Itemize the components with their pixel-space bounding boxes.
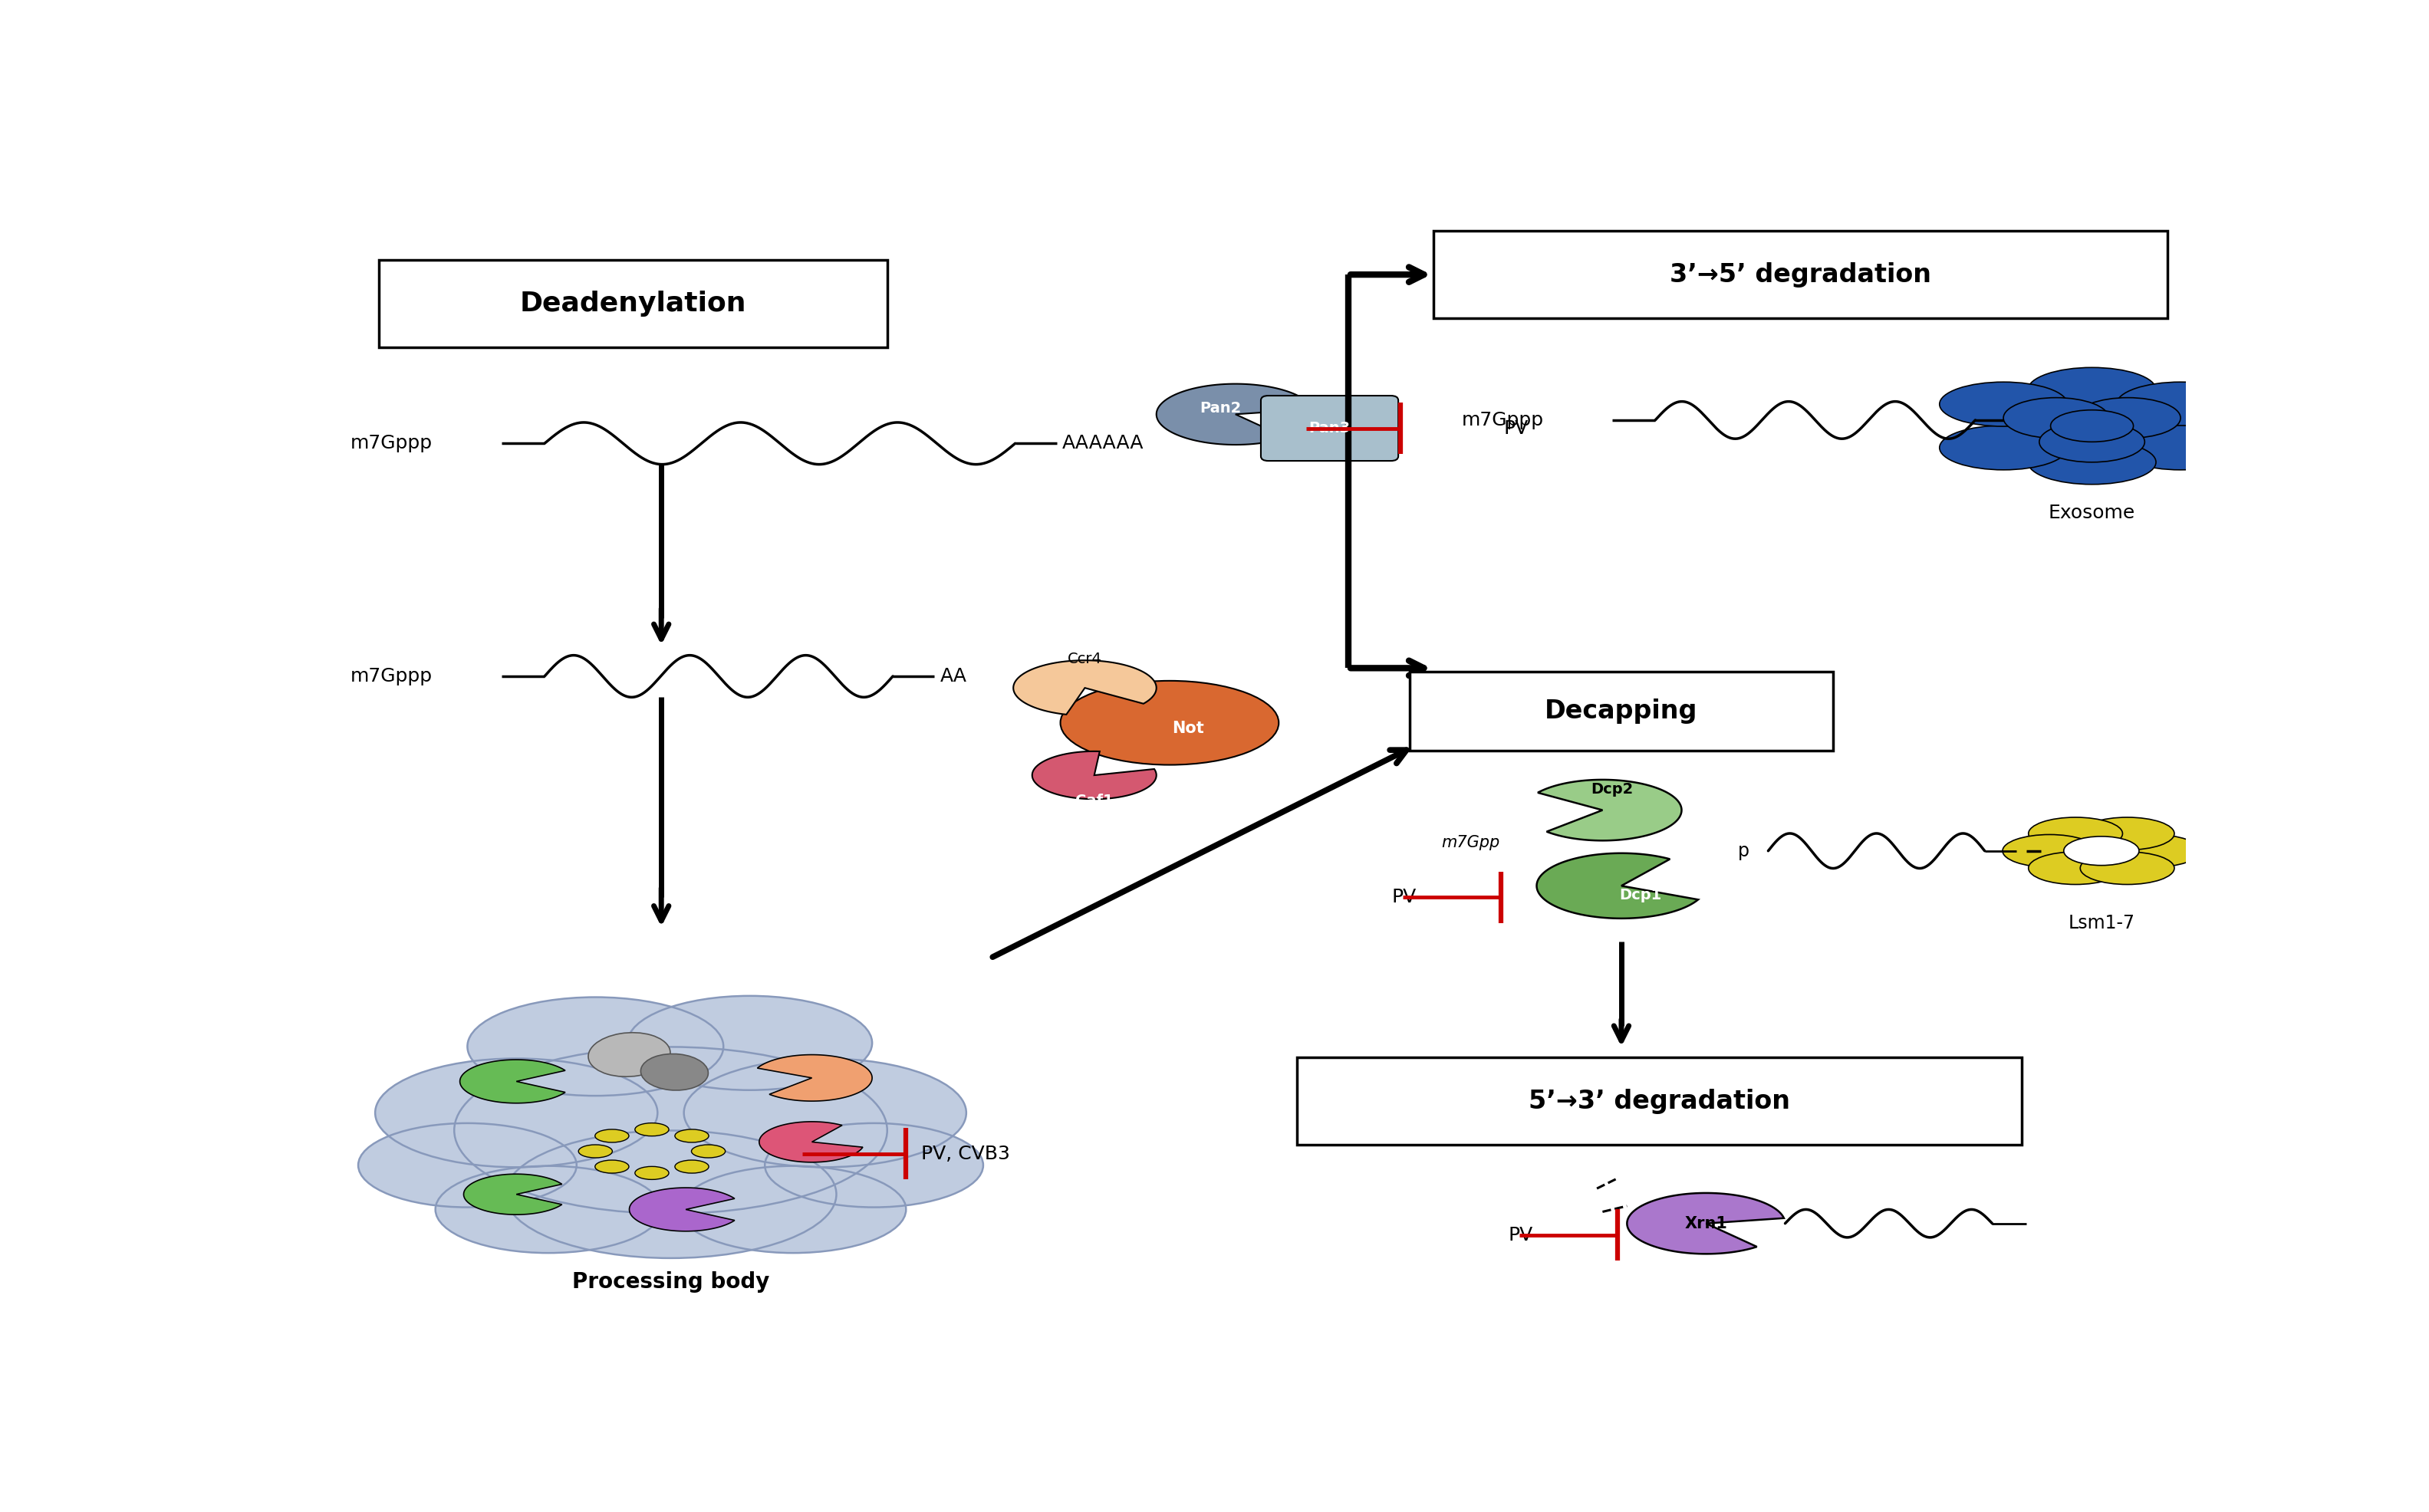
Bar bbox=[1409, 671, 1834, 751]
Ellipse shape bbox=[765, 1123, 984, 1207]
Ellipse shape bbox=[634, 1166, 668, 1179]
Text: AAAAAA: AAAAAA bbox=[1061, 434, 1144, 452]
Polygon shape bbox=[760, 1122, 862, 1163]
Ellipse shape bbox=[634, 1123, 668, 1136]
Text: Not: Not bbox=[1173, 721, 1205, 736]
Ellipse shape bbox=[2028, 818, 2123, 850]
Text: p: p bbox=[1739, 842, 1749, 860]
Ellipse shape bbox=[692, 1145, 726, 1158]
Polygon shape bbox=[1032, 751, 1156, 800]
Polygon shape bbox=[1627, 1193, 1783, 1253]
Ellipse shape bbox=[454, 1046, 887, 1214]
Ellipse shape bbox=[374, 1058, 658, 1167]
Ellipse shape bbox=[627, 996, 872, 1090]
FancyBboxPatch shape bbox=[1261, 396, 1399, 461]
Ellipse shape bbox=[2116, 383, 2244, 426]
Polygon shape bbox=[1156, 384, 1314, 445]
Polygon shape bbox=[629, 1188, 734, 1231]
Text: Processing body: Processing body bbox=[571, 1272, 770, 1293]
Ellipse shape bbox=[1938, 383, 2067, 426]
Polygon shape bbox=[1538, 780, 1681, 841]
Ellipse shape bbox=[2106, 835, 2201, 868]
Text: m7Gppp: m7Gppp bbox=[350, 667, 432, 685]
Ellipse shape bbox=[2116, 425, 2244, 470]
Polygon shape bbox=[459, 1060, 566, 1104]
Ellipse shape bbox=[685, 1058, 967, 1167]
Text: Dcp2: Dcp2 bbox=[1591, 782, 1632, 797]
Text: PV: PV bbox=[1508, 1226, 1533, 1244]
Ellipse shape bbox=[595, 1129, 629, 1143]
Ellipse shape bbox=[435, 1166, 661, 1253]
Ellipse shape bbox=[578, 1145, 612, 1158]
Ellipse shape bbox=[680, 1166, 906, 1253]
Text: PV: PV bbox=[1392, 888, 1416, 907]
Text: Lsm1-7: Lsm1-7 bbox=[2067, 913, 2135, 933]
Ellipse shape bbox=[2004, 398, 2108, 438]
Ellipse shape bbox=[2065, 836, 2140, 865]
Ellipse shape bbox=[2074, 398, 2181, 438]
Text: Caf1: Caf1 bbox=[1076, 794, 1112, 807]
Text: Xrn1: Xrn1 bbox=[1686, 1216, 1727, 1231]
Ellipse shape bbox=[2028, 367, 2157, 411]
Text: Ccr4: Ccr4 bbox=[1069, 652, 1103, 667]
Ellipse shape bbox=[595, 1160, 629, 1173]
Ellipse shape bbox=[357, 1123, 576, 1207]
Text: m7Gpp: m7Gpp bbox=[1440, 835, 1501, 850]
Polygon shape bbox=[758, 1055, 872, 1101]
Text: AA: AA bbox=[940, 667, 967, 685]
Ellipse shape bbox=[675, 1160, 709, 1173]
Text: PV, CVB3: PV, CVB3 bbox=[921, 1145, 1010, 1163]
Text: m7Gppp: m7Gppp bbox=[350, 434, 432, 452]
Ellipse shape bbox=[2079, 851, 2174, 885]
Ellipse shape bbox=[588, 1033, 670, 1077]
Ellipse shape bbox=[2001, 835, 2096, 868]
Text: Pan3: Pan3 bbox=[1309, 420, 1351, 435]
Ellipse shape bbox=[505, 1131, 836, 1258]
Ellipse shape bbox=[641, 1054, 709, 1090]
Ellipse shape bbox=[466, 998, 724, 1096]
Text: 5’→3’ degradation: 5’→3’ degradation bbox=[1528, 1089, 1790, 1114]
Ellipse shape bbox=[1938, 425, 2067, 470]
Polygon shape bbox=[1013, 661, 1156, 715]
Bar bbox=[1297, 1057, 2021, 1145]
Text: Deadenylation: Deadenylation bbox=[520, 290, 746, 316]
Ellipse shape bbox=[2028, 851, 2123, 885]
Ellipse shape bbox=[675, 1129, 709, 1143]
Ellipse shape bbox=[2050, 410, 2133, 442]
Polygon shape bbox=[464, 1173, 561, 1214]
Text: m7Gppp: m7Gppp bbox=[1462, 411, 1542, 429]
Ellipse shape bbox=[1061, 680, 1278, 765]
Text: 3’→5’ degradation: 3’→5’ degradation bbox=[1669, 262, 1931, 287]
Ellipse shape bbox=[2040, 422, 2145, 463]
Text: PV: PV bbox=[1504, 419, 1528, 437]
Ellipse shape bbox=[2079, 818, 2174, 850]
Text: Pan2: Pan2 bbox=[1200, 401, 1241, 416]
Text: Exosome: Exosome bbox=[2048, 503, 2135, 523]
Bar bbox=[1433, 231, 2167, 318]
Ellipse shape bbox=[2028, 440, 2157, 484]
Text: Decapping: Decapping bbox=[1545, 699, 1698, 724]
Polygon shape bbox=[1538, 853, 1698, 918]
Text: Dcp1: Dcp1 bbox=[1620, 888, 1661, 903]
Bar bbox=[379, 260, 887, 348]
